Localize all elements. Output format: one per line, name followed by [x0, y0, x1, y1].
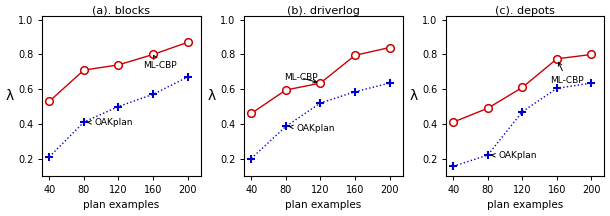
X-axis label: plan examples: plan examples: [84, 200, 160, 210]
Text: ML-CBP: ML-CBP: [143, 55, 176, 70]
X-axis label: plan examples: plan examples: [487, 200, 564, 210]
Title: (a). blocks: (a). blocks: [93, 6, 151, 16]
X-axis label: plan examples: plan examples: [285, 200, 362, 210]
Title: (b). driverlog: (b). driverlog: [287, 6, 360, 16]
Text: OAKplan: OAKplan: [290, 124, 335, 133]
Text: OAKplan: OAKplan: [88, 118, 133, 127]
Y-axis label: λ: λ: [409, 89, 418, 103]
Text: ML-CBP: ML-CBP: [550, 62, 584, 85]
Text: OAKplan: OAKplan: [492, 151, 537, 160]
Title: (c). depots: (c). depots: [495, 6, 555, 16]
Text: ML-CBP: ML-CBP: [284, 73, 318, 83]
Y-axis label: λ: λ: [5, 89, 14, 103]
Y-axis label: λ: λ: [207, 89, 216, 103]
